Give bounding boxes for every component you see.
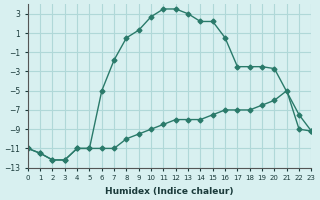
X-axis label: Humidex (Indice chaleur): Humidex (Indice chaleur): [105, 187, 234, 196]
